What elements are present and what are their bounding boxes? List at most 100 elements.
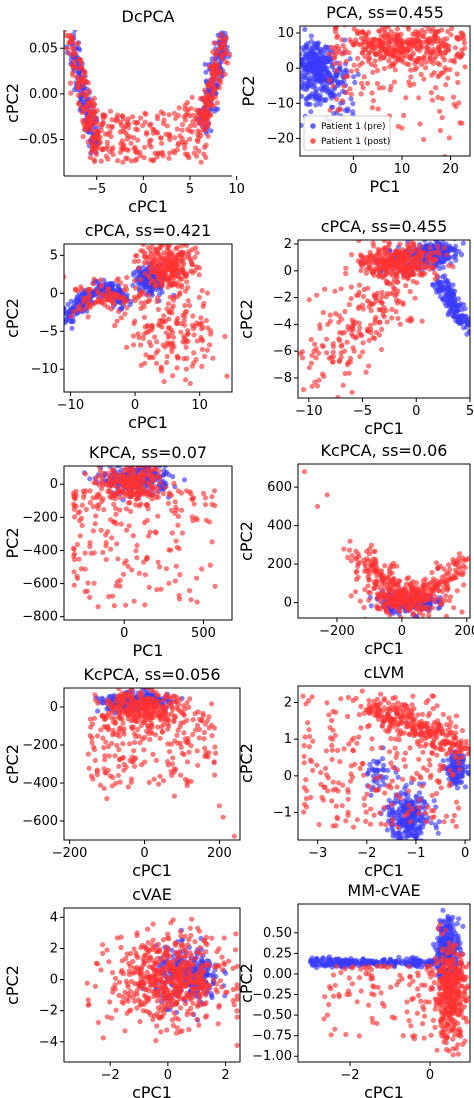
point-post bbox=[377, 319, 383, 326]
point-post bbox=[95, 604, 101, 610]
point-post bbox=[87, 540, 93, 546]
point-post bbox=[424, 604, 431, 610]
point-post bbox=[182, 335, 188, 342]
point-post bbox=[158, 140, 165, 146]
point-post bbox=[91, 281, 97, 287]
point-post bbox=[222, 71, 228, 77]
legend-label-post: Patient 1 (post) bbox=[321, 137, 390, 147]
point-post bbox=[413, 255, 419, 261]
point-post bbox=[69, 70, 76, 76]
point-post bbox=[300, 387, 307, 393]
point-post bbox=[79, 522, 85, 529]
point-post bbox=[399, 604, 405, 610]
point-post bbox=[141, 314, 147, 320]
point-post bbox=[162, 484, 168, 490]
point-post bbox=[430, 49, 436, 55]
point-post bbox=[123, 130, 129, 136]
point-post bbox=[398, 614, 404, 618]
point-post bbox=[423, 59, 429, 65]
point-post bbox=[174, 280, 180, 286]
point-post bbox=[124, 527, 130, 533]
point-post bbox=[211, 63, 217, 69]
point-post bbox=[392, 286, 398, 292]
point-post bbox=[366, 363, 372, 369]
point-post bbox=[107, 297, 113, 303]
point-post bbox=[354, 67, 360, 73]
point-pre bbox=[320, 82, 326, 88]
point-post bbox=[131, 598, 137, 604]
point-post bbox=[113, 511, 119, 517]
point-post bbox=[157, 135, 164, 141]
y-tick-label: −2 bbox=[273, 291, 292, 306]
point-post bbox=[211, 40, 217, 46]
point-pre bbox=[438, 287, 444, 293]
point-post bbox=[179, 121, 186, 128]
point-post bbox=[427, 55, 433, 61]
point-post bbox=[120, 489, 126, 495]
point-post bbox=[137, 149, 143, 155]
point-post bbox=[171, 110, 178, 116]
point-post bbox=[130, 342, 137, 348]
point-post bbox=[337, 60, 343, 66]
point-pre bbox=[455, 316, 461, 322]
point-pre bbox=[276, 76, 281, 81]
point-post bbox=[146, 355, 152, 361]
point-post bbox=[123, 602, 129, 608]
point-post bbox=[324, 336, 330, 342]
point-pre bbox=[460, 240, 466, 246]
point-pre bbox=[181, 477, 188, 483]
point-post bbox=[93, 513, 99, 519]
point-post bbox=[456, 551, 463, 557]
point-post bbox=[366, 337, 372, 343]
point-post bbox=[124, 274, 130, 281]
point-pre bbox=[451, 313, 457, 319]
point-post bbox=[182, 302, 188, 309]
point-post bbox=[124, 344, 130, 350]
point-post bbox=[138, 470, 144, 476]
point-post bbox=[204, 104, 210, 110]
point-post bbox=[145, 480, 151, 486]
axes-frame bbox=[63, 465, 233, 621]
point-post bbox=[428, 90, 434, 96]
point-post bbox=[83, 488, 89, 494]
point-post bbox=[327, 77, 333, 83]
point-post bbox=[87, 155, 93, 161]
point-post bbox=[224, 373, 230, 379]
point-post bbox=[312, 379, 318, 385]
point-post bbox=[430, 605, 436, 611]
point-post bbox=[87, 543, 93, 550]
point-post bbox=[327, 107, 333, 113]
point-post bbox=[366, 589, 372, 596]
point-post bbox=[154, 154, 160, 160]
point-post bbox=[78, 104, 84, 110]
point-post bbox=[401, 258, 408, 264]
point-pre bbox=[439, 274, 446, 280]
point-post bbox=[129, 567, 135, 573]
point-post bbox=[138, 248, 144, 254]
point-post bbox=[188, 597, 194, 603]
point-pre bbox=[447, 301, 453, 308]
point-post bbox=[377, 266, 383, 272]
y-tick-label: −5 bbox=[39, 324, 58, 339]
point-post bbox=[442, 245, 448, 251]
point-post bbox=[83, 506, 89, 513]
point-post bbox=[134, 542, 140, 549]
point-post bbox=[99, 291, 105, 297]
point-post bbox=[185, 153, 191, 159]
point-post bbox=[96, 466, 102, 469]
point-post bbox=[349, 324, 355, 330]
point-post bbox=[355, 55, 361, 62]
point-post bbox=[146, 142, 153, 148]
point-post bbox=[408, 74, 414, 80]
point-post bbox=[336, 358, 343, 364]
point-post bbox=[133, 496, 139, 502]
point-pre bbox=[159, 289, 165, 295]
point-pre bbox=[336, 92, 342, 98]
point-post bbox=[433, 560, 439, 566]
point-pre bbox=[76, 70, 82, 76]
point-post bbox=[348, 68, 354, 74]
legend-marker-pre bbox=[310, 123, 316, 129]
point-post bbox=[106, 594, 112, 600]
point-post bbox=[104, 139, 110, 145]
point-post bbox=[138, 478, 144, 484]
